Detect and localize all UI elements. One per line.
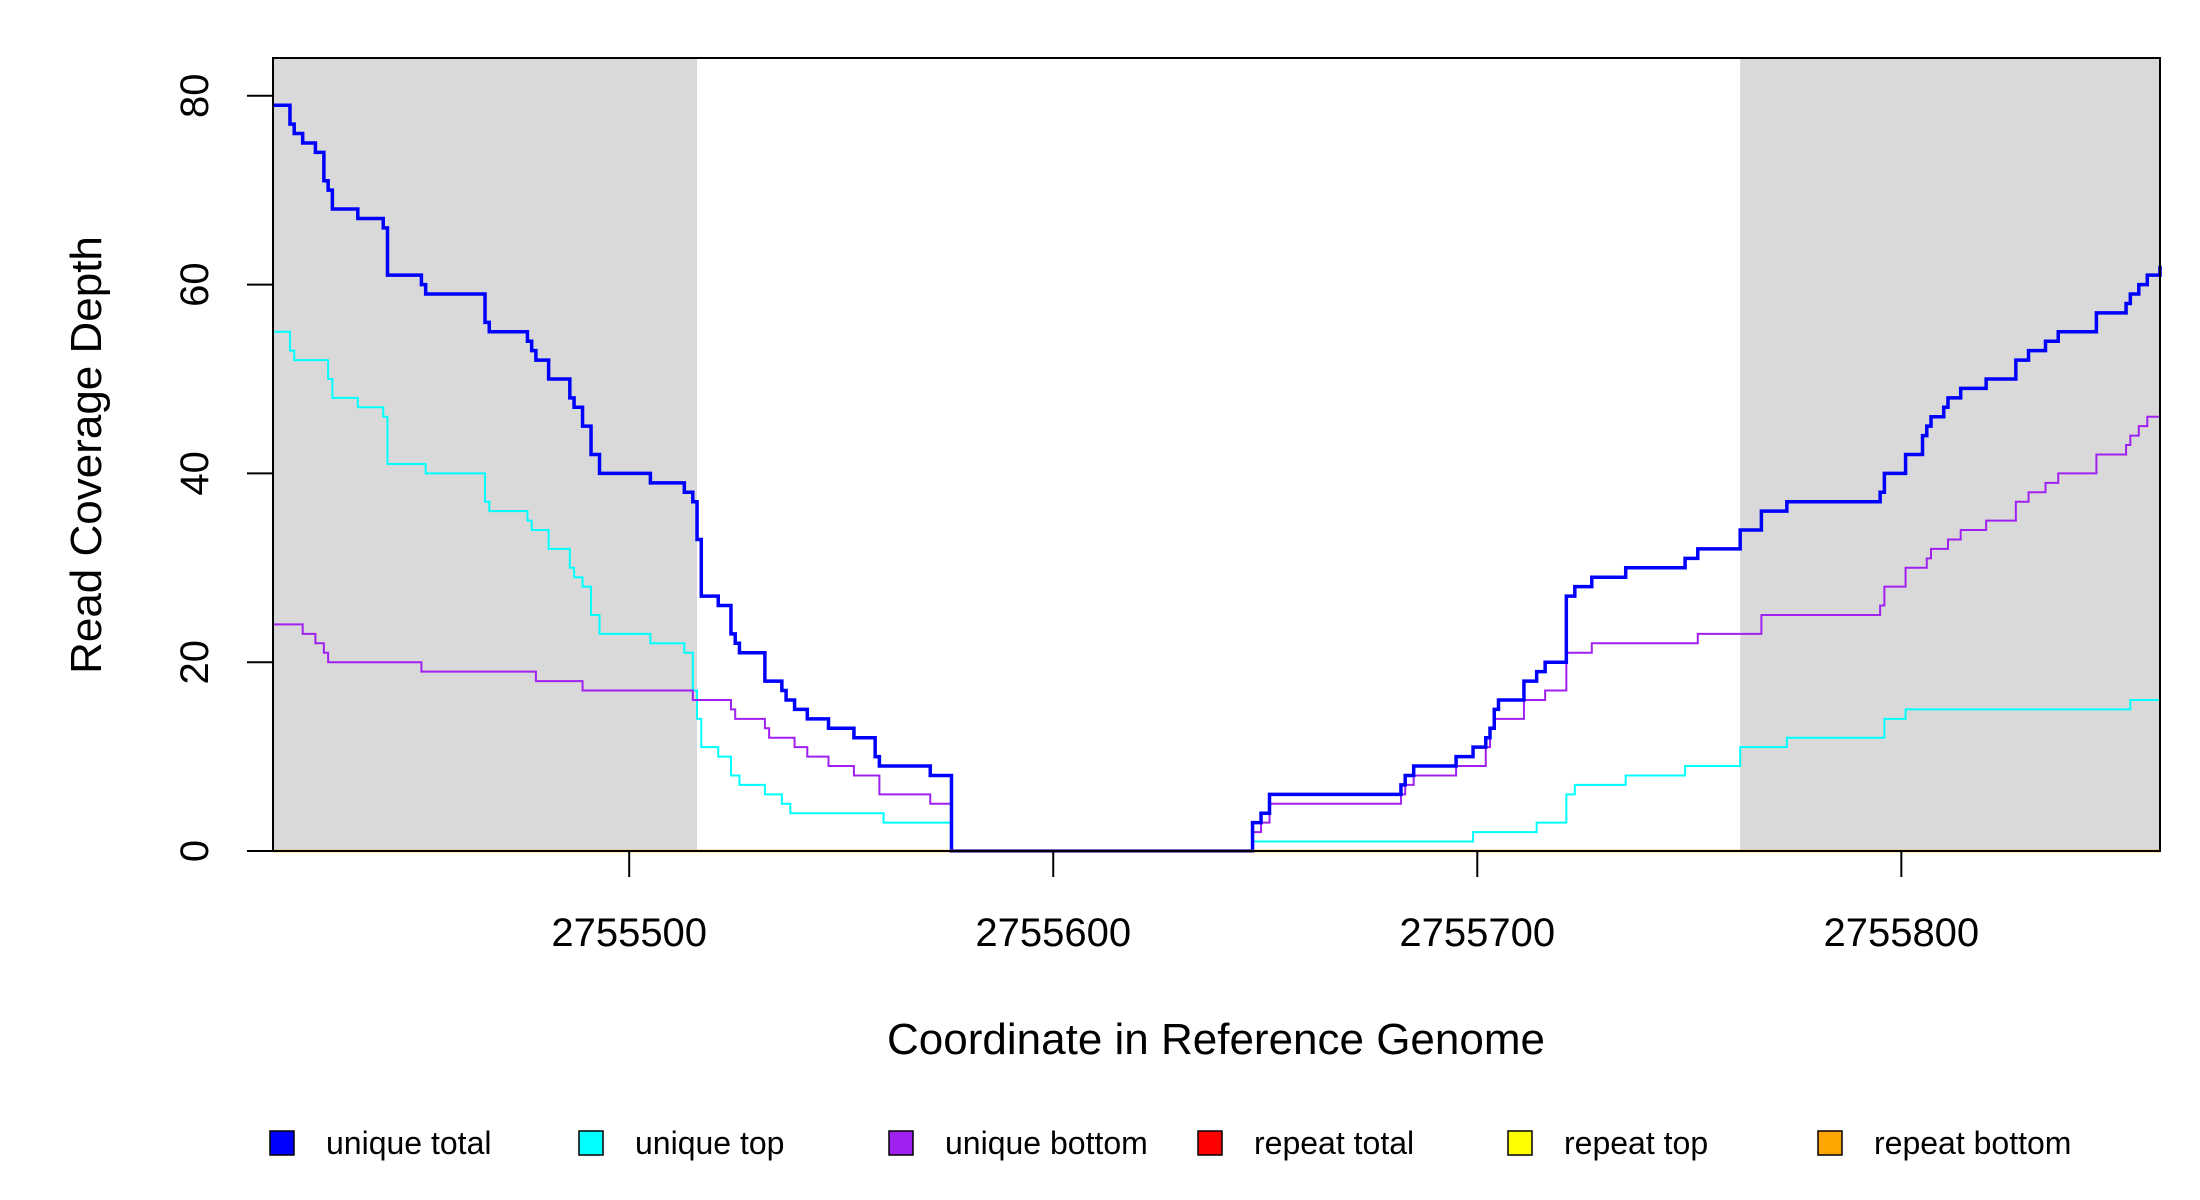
shaded-region-0 (273, 58, 698, 851)
shaded-regions (273, 58, 2160, 851)
x-tick-label: 2755600 (975, 911, 1131, 955)
x-tick-label: 2755700 (1399, 911, 1555, 955)
series-line-unique-bottom (273, 415, 2160, 852)
legend-swatch (578, 1130, 604, 1156)
shaded-region-1 (1740, 58, 2160, 851)
legend-swatch (1507, 1130, 1533, 1156)
y-tick-label: 80 (173, 74, 217, 119)
legend-label: repeat bottom (1874, 1125, 2071, 1161)
plot-frame (272, 57, 2161, 852)
legend-swatch (269, 1130, 295, 1156)
y-axis: 0 20 40 60 80 (173, 74, 273, 862)
legend-label: unique bottom (945, 1125, 1148, 1161)
legend-swatch (1817, 1130, 1843, 1156)
legend-label: repeat top (1564, 1125, 1708, 1161)
y-tick-label: 40 (173, 451, 217, 496)
legend-swatch (1197, 1130, 1223, 1156)
y-tick-label: 0 (173, 840, 217, 862)
legend-label: unique top (635, 1125, 784, 1161)
y-tick-label: 60 (173, 262, 217, 307)
x-tick-label: 2755800 (1823, 911, 1979, 955)
legend: unique total unique top unique bottom repea… (269, 1125, 2071, 1161)
x-axis: 2755500 2755600 2755700 2755800 (551, 851, 1979, 955)
legend-label: unique total (326, 1125, 491, 1161)
series-line-unique-top (273, 330, 2160, 852)
x-tick-label: 2755500 (551, 911, 707, 955)
y-axis-label: Read Coverage Depth (62, 236, 111, 674)
legend-label: repeat total (1254, 1125, 1414, 1161)
x-axis-label: Coordinate in Reference Genome (887, 1015, 1545, 1064)
legend-swatch (888, 1130, 914, 1156)
y-tick-label: 20 (173, 640, 217, 685)
